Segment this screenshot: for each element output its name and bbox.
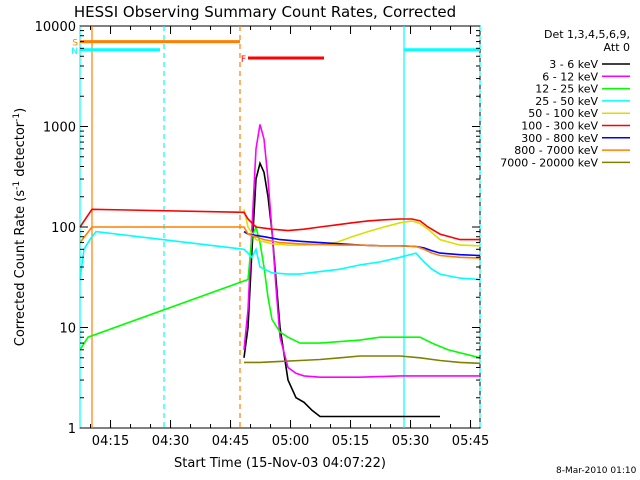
series-line [79, 226, 481, 259]
x-tick-label: 05:30 [392, 434, 429, 449]
legend-entry-label: 100 - 300 keV [521, 120, 598, 133]
y-label-main: Corrected Count Rate (s [13, 190, 28, 347]
series-line [79, 230, 481, 281]
series-line [243, 124, 480, 379]
y-tick-label: 10 [59, 322, 76, 337]
legend-entry-label: 300 - 800 keV [521, 132, 598, 145]
y-axis-ticks: 1 10 100 1000 10000 [35, 20, 480, 437]
y-tick-label: 1000 [43, 121, 76, 136]
y-axis-label: Corrected Count Rate (s-1 detector-1) [12, 108, 28, 346]
y-tick-label: 10000 [35, 20, 76, 35]
flag-bars: SN F [71, 39, 480, 65]
flag-label: F [241, 55, 246, 65]
series-line [243, 160, 440, 418]
flag-label: N [71, 47, 78, 57]
series-line [244, 355, 481, 365]
legend-entry-label: 12 - 25 keV [535, 83, 598, 96]
y-label-sup1: -1 [12, 181, 22, 190]
y-label-mid: detector [13, 121, 28, 181]
y-tick-label: 100 [51, 221, 76, 236]
x-tick-label: 05:45 [452, 434, 489, 449]
x-axis-label: Start Time (15-Nov-03 04:07:22) [174, 456, 386, 471]
series-line [79, 208, 480, 241]
x-tick-label: 04:30 [152, 434, 189, 449]
flag-label: S [72, 39, 78, 49]
series-group [79, 124, 481, 418]
x-axis-ticks: 04:15 04:30 04:45 05:00 05:15 05:30 05:45 [90, 26, 489, 449]
legend-header-line1: Det 1,3,4,5,6,9, [544, 28, 630, 41]
chart-title: HESSI Observing Summary Count Rates, Cor… [74, 3, 456, 21]
y-tick-label: 1 [68, 422, 76, 437]
vertical-markers [79, 26, 481, 428]
x-tick-label: 05:00 [272, 434, 309, 449]
series-line [243, 209, 481, 247]
y-label-end: ) [13, 108, 28, 113]
x-tick-label: 04:15 [92, 434, 129, 449]
legend-entry-label: 3 - 6 keV [549, 58, 598, 71]
y-label-sup2: -1 [12, 113, 22, 122]
x-tick-label: 04:45 [212, 434, 249, 449]
legend-entry-label: 7000 - 20000 keV [500, 156, 598, 169]
x-tick-label: 05:15 [332, 434, 369, 449]
legend-entry-label: 800 - 7000 keV [514, 144, 598, 157]
footer-date: 8-Mar-2010 01:10 [556, 466, 637, 476]
legend-entry-label: 50 - 100 keV [528, 107, 598, 120]
legend-header-line2: Att 0 [604, 41, 630, 54]
legend-entry-label: 6 - 12 keV [542, 70, 598, 83]
legend-entry-label: 25 - 50 keV [535, 95, 598, 108]
